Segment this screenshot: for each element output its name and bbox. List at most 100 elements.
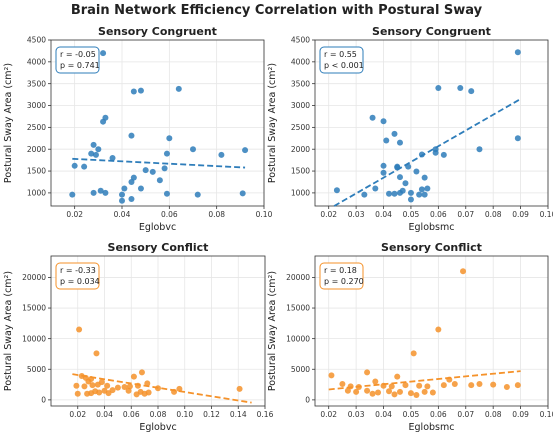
x-tick-label: 0.05 [403, 410, 420, 419]
data-point [81, 163, 88, 170]
data-point [396, 189, 403, 196]
data-point [421, 191, 428, 198]
y-tick-label: 4000 [291, 57, 310, 66]
x-tick-label: 0.03 [348, 210, 365, 219]
data-point [421, 174, 428, 181]
data-point [364, 387, 371, 394]
y-tick-label: 2500 [27, 123, 46, 132]
data-point [95, 146, 102, 153]
data-point [364, 369, 371, 376]
x-tick-label: 0.04 [375, 410, 392, 419]
data-point [128, 132, 135, 139]
data-point [328, 372, 335, 379]
data-point [71, 162, 78, 169]
stat-r: r = -0.05 [60, 50, 96, 59]
stats-box [319, 46, 364, 74]
y-tick-label: 0 [305, 395, 310, 404]
x-tick-label: 0.08 [208, 210, 225, 219]
y-tick-label: 15000 [22, 304, 46, 313]
data-point [105, 390, 112, 397]
data-point [128, 178, 135, 185]
data-point [424, 185, 431, 192]
data-point [407, 390, 414, 397]
data-point [451, 380, 458, 387]
data-point [93, 350, 100, 357]
data-point [142, 167, 149, 174]
data-point [421, 388, 428, 395]
data-point [190, 146, 196, 153]
data-point [138, 369, 145, 376]
data-point [130, 373, 137, 380]
y-tick-label: 10000 [22, 334, 46, 343]
data-point [85, 378, 92, 385]
x-tick-label: 0.10 [540, 210, 553, 219]
plot-frame [314, 255, 549, 407]
data-point [69, 191, 76, 198]
y-axis-label: Postural Sway Area (cm²) [3, 63, 14, 183]
data-point [418, 186, 425, 193]
data-point [380, 118, 387, 125]
y-tick-label: 5000 [291, 365, 310, 374]
data-point [410, 350, 417, 357]
data-point [73, 382, 80, 389]
y-tick-label: 4500 [291, 36, 310, 45]
data-point [435, 326, 442, 333]
y-tick-label: 2500 [291, 123, 310, 132]
data-point [386, 190, 393, 197]
y-tick-label: 5000 [27, 365, 46, 374]
y-tick-label: 1500 [291, 167, 310, 176]
data-point [490, 381, 497, 388]
x-tick-label: 0.12 [203, 410, 220, 419]
x-tick-label: 0.16 [257, 410, 274, 419]
data-point [394, 373, 401, 380]
data-point [407, 196, 414, 203]
x-tick-label: 0.08 [150, 410, 167, 419]
data-point [89, 382, 96, 389]
data-point [386, 388, 393, 395]
data-point [121, 185, 128, 192]
chart-title: Sensory Congruent [98, 25, 217, 38]
data-point [369, 390, 376, 397]
y-tick-label: 2000 [27, 145, 46, 154]
data-point [369, 114, 376, 121]
x-axis-label: Eglobvc [139, 422, 176, 433]
data-point [344, 387, 351, 394]
data-point [432, 149, 439, 156]
chart-title: Sensory Conflict [381, 241, 482, 254]
data-point [94, 381, 101, 388]
data-point [391, 190, 398, 197]
data-point [90, 141, 97, 148]
x-tick-label: 0.04 [114, 210, 131, 219]
data-point [102, 189, 109, 196]
plot-frame [314, 39, 549, 207]
y-tick-label: 20000 [22, 273, 46, 282]
data-point [242, 147, 249, 154]
data-point [84, 390, 91, 397]
data-point [144, 380, 151, 387]
data-point [396, 388, 403, 395]
data-point [163, 190, 170, 197]
data-point [109, 154, 116, 161]
data-point [391, 391, 398, 398]
data-point [383, 137, 390, 144]
data-point [161, 165, 168, 172]
x-tick-label: 0.06 [430, 210, 447, 219]
stats-box [55, 262, 100, 290]
x-tick-label: 0.03 [348, 410, 365, 419]
stat-r: r = -0.33 [60, 266, 96, 275]
data-point [104, 382, 111, 389]
x-tick-label: 0.06 [161, 210, 178, 219]
y-tick-label: 2000 [291, 145, 310, 154]
data-point [175, 85, 182, 92]
data-point [92, 151, 99, 158]
data-point [388, 383, 395, 390]
chart-panel-4: 0.02 0.03 0.04 0.05 0.06 0.07 0.08 0.09 0.10 0 500… [267, 241, 553, 433]
data-point [194, 191, 201, 198]
data-point [163, 150, 170, 157]
y-tick-label: 0 [41, 395, 46, 404]
data-point [468, 382, 475, 389]
stat-p: p = 0.034 [60, 277, 100, 286]
data-point [476, 146, 483, 153]
x-tick-label: 0.09 [512, 210, 529, 219]
